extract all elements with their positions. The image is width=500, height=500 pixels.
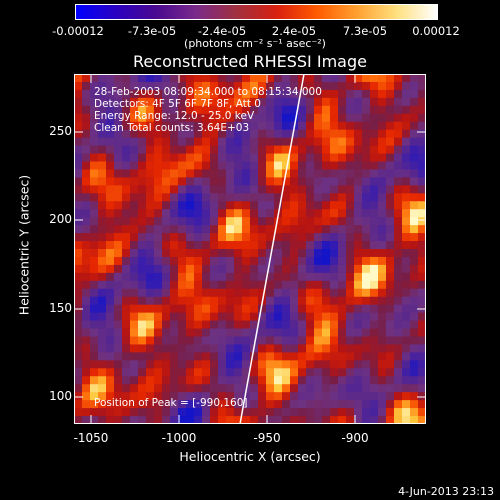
info-detectors: Detectors: 4F 5F 6F 7F 8F, Att 0 [94,98,261,110]
peak-position-label: Position of Peak = [-990,160] [94,397,248,409]
colorbar-tick-label: -2.4e-05 [197,24,247,38]
colorbar-tick-label: -7.3e-05 [127,24,177,38]
solar-limb-line [239,74,305,424]
colorbar [75,4,438,20]
colorbar-tick-label: 7.3e-05 [342,24,388,38]
x-tick-label: -1000 [161,431,197,445]
colorbar-unit: (photons cm⁻² s⁻¹ asec⁻²) [184,37,326,50]
x-tick-label: -950 [253,431,281,445]
colorbar-tick-label: 0.00012 [412,24,460,38]
colorbar-tick-label: -0.00012 [52,24,104,38]
colorbar-tick-label: 2.4e-05 [271,24,317,38]
info-counts: Clean Total counts: 3.64E+03 [94,122,250,134]
plot-frame-border [74,74,426,424]
image-title: Reconstructed RHESSI Image [133,52,367,71]
info-time-range: 28-Feb-2003 08:09:34.000 to 08:15:34.000 [94,86,322,98]
info-energy-range: Energy Range: 12.0 - 25.0 keV [94,110,255,122]
y-tick-label: 150 [49,301,72,315]
image-plot [74,74,426,424]
y-axis-label: Heliocentric Y (arcsec) [16,174,32,316]
x-tick-label: -1050 [73,431,109,445]
date-stamp: 4-Jun-2013 23:13 [398,485,494,498]
image-pixel-grid [74,74,426,424]
y-tick-label: 100 [49,389,72,403]
y-tick-label: 200 [49,212,72,226]
y-tick-label: 250 [49,124,72,138]
x-tick-label: -900 [341,431,369,445]
observation-info: 28-Feb-2003 08:09:34.000 to 08:15:34.000… [94,86,322,134]
x-axis-label: Heliocentric X (arcsec) [179,449,321,464]
